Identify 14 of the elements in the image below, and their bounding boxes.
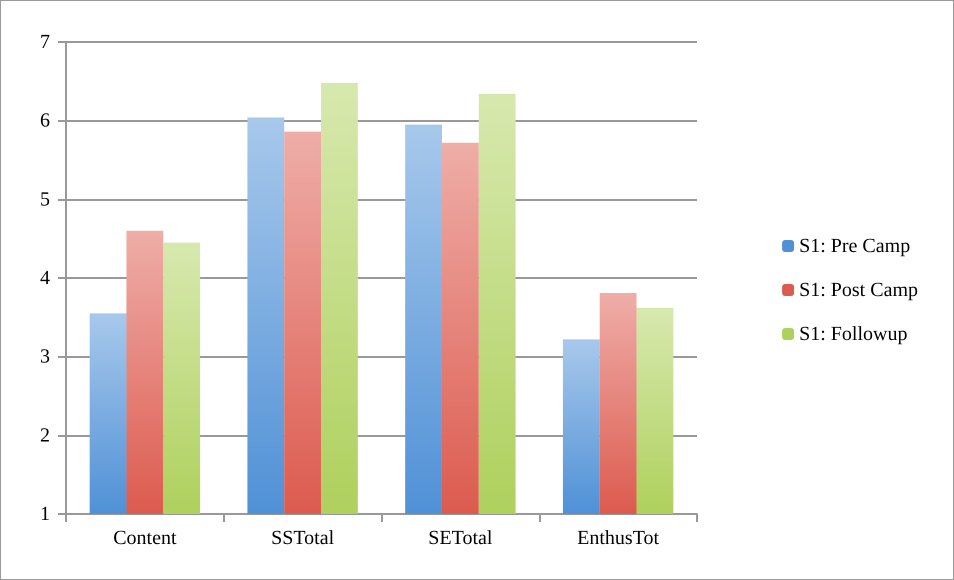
y-tick-label: 1 bbox=[40, 503, 50, 525]
x-tick-label: Content bbox=[113, 527, 177, 549]
y-tick-label: 5 bbox=[40, 188, 50, 210]
y-tick-label: 2 bbox=[40, 424, 50, 446]
x-tick-label: SETotal bbox=[428, 527, 493, 549]
x-tick-label: SSTotal bbox=[271, 527, 335, 549]
y-tick-label: 4 bbox=[40, 267, 50, 289]
y-tick-label: 7 bbox=[40, 31, 50, 53]
legend-label: S1: Followup bbox=[799, 323, 908, 345]
y-tick-label: 6 bbox=[40, 110, 50, 132]
legend-label: S1: Post Camp bbox=[799, 279, 918, 301]
y-tick-label: 3 bbox=[40, 346, 50, 368]
x-tick-label: EnthusTot bbox=[577, 527, 660, 549]
legend-label: S1: Pre Camp bbox=[799, 235, 910, 257]
